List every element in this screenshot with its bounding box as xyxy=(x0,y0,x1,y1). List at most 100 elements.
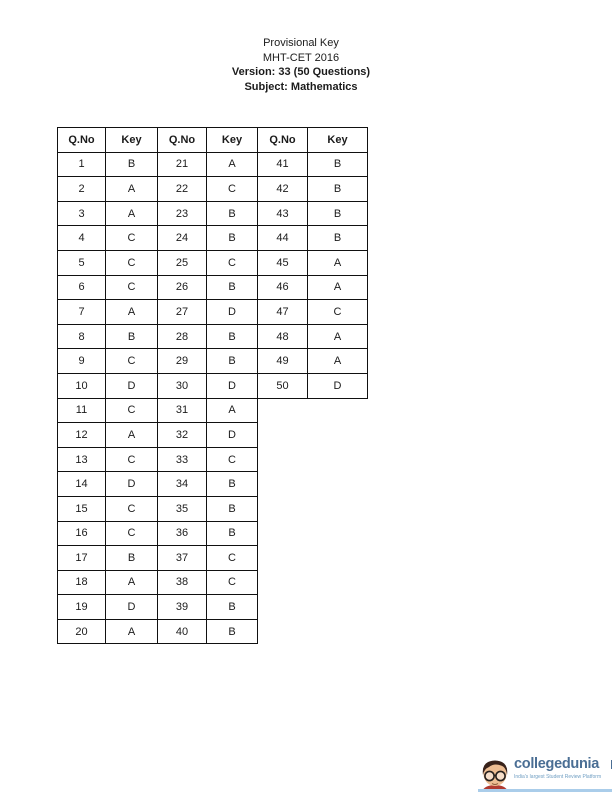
table-row: Q.No Key Q.No Key Q.No Key xyxy=(57,127,368,153)
table-body: 1 B 21 A 41 B 2 A 22 C 42 B 3 A 23 B 43 B 4 C 24 B 44 B 5 C 25 C 45 A… xyxy=(57,151,368,645)
table-row: 1 B 21 A 41 B xyxy=(57,151,368,178)
key-cell: B xyxy=(105,545,158,571)
qno-cell: 4 xyxy=(57,225,106,251)
table-row: 17 B 37 C xyxy=(57,545,368,571)
key-cell: A xyxy=(307,249,368,276)
key-cell: C xyxy=(105,274,158,301)
key-cell: C xyxy=(206,569,258,596)
table-row: 16 C 36 B xyxy=(57,520,368,547)
table-row: 11 C 31 A xyxy=(57,397,368,424)
key-cell: C xyxy=(105,249,158,276)
table-row: 20 A 40 B xyxy=(57,618,368,645)
table-header-row: Q.No Key Q.No Key Q.No Key xyxy=(57,127,368,153)
title-line-version: Version: 33 (50 Questions) xyxy=(231,66,371,79)
key-cell: B xyxy=(307,176,368,202)
qno-cell: 35 xyxy=(157,495,207,522)
key-cell: B xyxy=(206,200,258,227)
table-row: 9 C 29 B 49 A xyxy=(57,348,368,374)
qno-cell: 13 xyxy=(57,446,106,473)
key-cell: B xyxy=(206,323,258,350)
key-cell: A xyxy=(105,569,158,596)
column-header: Q.No xyxy=(57,127,106,153)
answer-key-table: Q.No Key Q.No Key Q.No Key 1 B 21 A 41 B 2 A 22 C 42 B 3 A… xyxy=(57,127,368,645)
qno-cell: 41 xyxy=(257,151,308,178)
key-cell: A xyxy=(105,176,158,202)
qno-cell: 12 xyxy=(57,422,106,448)
qno-cell: 45 xyxy=(257,249,308,276)
key-cell: A xyxy=(105,200,158,227)
qno-cell: 31 xyxy=(157,397,207,424)
column-header: Key xyxy=(307,127,368,153)
column-header: Q.No xyxy=(157,127,207,153)
brand-name: collegedunia xyxy=(514,756,600,772)
table-row: 18 A 38 C xyxy=(57,569,368,596)
qno-cell: 6 xyxy=(57,274,106,301)
key-cell: A xyxy=(105,422,158,448)
table-row: 12 A 32 D xyxy=(57,422,368,448)
qno-cell: 9 xyxy=(57,348,106,374)
qno-cell: 5 xyxy=(57,249,106,276)
table-row: 3 A 23 B 43 B xyxy=(57,200,368,227)
key-cell: B xyxy=(307,225,368,251)
title-line-subject: Subject: Mathematics xyxy=(244,81,358,94)
key-cell: D xyxy=(105,372,158,399)
key-cell: B xyxy=(206,495,258,522)
key-cell: C xyxy=(105,397,158,424)
qno-cell: 15 xyxy=(57,495,106,522)
qno-cell: 1 xyxy=(57,151,106,178)
table-row: 6 C 26 B 46 A xyxy=(57,274,368,301)
qno-cell: 30 xyxy=(157,372,207,399)
key-cell: B xyxy=(206,471,258,497)
key-cell: D xyxy=(307,372,368,399)
table-row: 15 C 35 B xyxy=(57,495,368,522)
key-cell: B xyxy=(307,151,368,178)
qno-cell: 16 xyxy=(57,520,106,547)
key-cell: D xyxy=(206,372,258,399)
key-cell: C xyxy=(206,446,258,473)
column-header: Q.No xyxy=(257,127,308,153)
qno-cell: 21 xyxy=(157,151,207,178)
qno-cell: 50 xyxy=(257,372,308,399)
key-cell: B xyxy=(206,274,258,301)
key-cell: A xyxy=(206,151,258,178)
answer-key-table-wrap: Q.No Key Q.No Key Q.No Key 1 B 21 A 41 B 2 A 22 C 42 B 3 A… xyxy=(57,127,368,645)
key-cell: C xyxy=(206,545,258,571)
key-cell: B xyxy=(105,323,158,350)
key-cell: A xyxy=(105,618,158,645)
logo-text-block: collegedunia India's largest Student Rev… xyxy=(514,756,612,781)
qno-cell: 49 xyxy=(257,348,308,374)
key-cell: D xyxy=(206,422,258,448)
title-line-provisional-key: Provisional Key xyxy=(263,37,339,49)
qno-cell: 32 xyxy=(157,422,207,448)
table-row: 19 D 39 B xyxy=(57,594,368,620)
key-cell: A xyxy=(105,299,158,325)
qno-cell: 17 xyxy=(57,545,106,571)
qno-cell: 10 xyxy=(57,372,106,399)
key-cell: A xyxy=(307,323,368,350)
key-cell: A xyxy=(307,348,368,374)
qno-cell: 33 xyxy=(157,446,207,473)
key-cell: B xyxy=(307,200,368,227)
qno-cell: 28 xyxy=(157,323,207,350)
qno-cell: 23 xyxy=(157,200,207,227)
key-cell: B xyxy=(206,594,258,620)
table-row: 7 A 27 D 47 C xyxy=(57,299,368,325)
collegedunia-logo[interactable]: collegedunia India's largest Student Rev… xyxy=(478,756,612,792)
qno-cell: 22 xyxy=(157,176,207,202)
qno-cell: 36 xyxy=(157,520,207,547)
key-cell: D xyxy=(105,594,158,620)
qno-cell: 24 xyxy=(157,225,207,251)
brand-tagline: India's largest Student Review Platform xyxy=(514,774,602,780)
qno-cell: 7 xyxy=(57,299,106,325)
key-cell: C xyxy=(105,495,158,522)
key-cell: D xyxy=(105,471,158,497)
qno-cell: 47 xyxy=(257,299,308,325)
qno-cell: 20 xyxy=(57,618,106,645)
key-cell: C xyxy=(105,520,158,547)
qno-cell: 34 xyxy=(157,471,207,497)
qno-cell: 11 xyxy=(57,397,106,424)
key-cell: A xyxy=(206,397,258,424)
table-row: 8 B 28 B 48 A xyxy=(57,323,368,350)
key-cell: C xyxy=(206,176,258,202)
